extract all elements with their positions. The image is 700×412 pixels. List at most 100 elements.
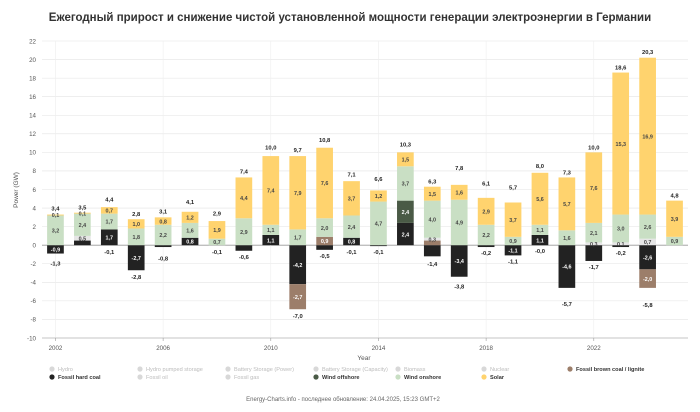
bar-solar[interactable] <box>397 152 414 167</box>
legend-swatch[interactable] <box>395 366 401 372</box>
bar-wind_onshore[interactable] <box>423 200 441 238</box>
bar-wind_onshore[interactable] <box>316 218 333 237</box>
legend-swatch[interactable] <box>49 374 55 380</box>
bar-solar[interactable] <box>423 186 441 201</box>
legend-label[interactable]: Solar <box>490 375 505 381</box>
bar-wind_onshore[interactable] <box>289 229 307 246</box>
bar-solar[interactable] <box>343 181 360 216</box>
bar-fossil_gas[interactable] <box>423 237 441 241</box>
bar-wind_onshore[interactable] <box>397 166 414 201</box>
bar-fossil_hard_coal[interactable] <box>558 245 576 288</box>
bar-wind_onshore[interactable] <box>531 224 549 235</box>
bar-solar[interactable] <box>612 72 630 215</box>
bar-fossil_gas[interactable] <box>639 238 656 246</box>
bar-wind_onshore[interactable] <box>585 222 603 243</box>
bars[interactable] <box>47 57 683 310</box>
bar-fossil_hard_coal[interactable] <box>74 240 91 246</box>
legend-swatch[interactable] <box>313 374 319 380</box>
bar-solar[interactable] <box>450 184 468 200</box>
bar-fossil_hard_coal[interactable] <box>639 245 656 270</box>
legend-label[interactable]: Battery Storage (Capacity) <box>322 367 388 373</box>
bar-wind_offshore[interactable] <box>397 200 414 223</box>
legend-swatch[interactable] <box>481 374 487 380</box>
bar-wind_onshore[interactable] <box>262 224 280 235</box>
bar-solar[interactable] <box>370 190 387 202</box>
bar-fossil_hard_coal[interactable] <box>181 237 199 246</box>
bar-fossil_hard_coal[interactable] <box>397 222 414 246</box>
bar-solar[interactable] <box>181 211 199 223</box>
legend-swatch[interactable] <box>567 366 573 372</box>
bar-wind_onshore[interactable] <box>100 213 118 230</box>
bar-solar[interactable] <box>262 156 280 225</box>
legend-swatch[interactable] <box>49 366 55 372</box>
legend-label[interactable]: Battery Storage (Power) <box>234 367 294 373</box>
bar-solar[interactable] <box>289 156 307 230</box>
bar-solar[interactable] <box>558 177 576 231</box>
bar-solar[interactable] <box>531 172 549 225</box>
legend-label[interactable]: Nuclear <box>490 367 509 373</box>
bar-fossil_hard_coal[interactable] <box>531 234 549 246</box>
bar-wind_onshore[interactable] <box>74 213 91 236</box>
bar-fossil_brown_coal[interactable] <box>639 269 656 288</box>
bar-wind_onshore[interactable] <box>666 236 683 246</box>
bar-fossil_hard_coal[interactable] <box>47 245 64 254</box>
bar-fossil_hard_coal[interactable] <box>585 245 603 261</box>
bar-wind_onshore[interactable] <box>477 224 495 246</box>
bar-solar[interactable] <box>316 147 333 219</box>
bar-wind_onshore[interactable] <box>558 230 576 246</box>
bar-wind_onshore[interactable] <box>370 201 387 246</box>
bar-fossil_hard_coal[interactable] <box>262 234 280 246</box>
bar-wind_onshore[interactable] <box>504 236 522 246</box>
legend-label[interactable]: Fossil hard coal <box>58 375 101 381</box>
bar-solar[interactable] <box>208 221 226 239</box>
bar-solar[interactable] <box>477 197 495 225</box>
legend-label[interactable]: Wind onshore <box>404 375 441 381</box>
legend-swatch[interactable] <box>225 374 231 380</box>
legend-swatch[interactable] <box>395 374 401 380</box>
bar-fossil_gas[interactable] <box>585 242 603 246</box>
bar-fossil_gas[interactable] <box>612 242 630 246</box>
bar-wind_onshore[interactable] <box>208 238 226 246</box>
bar-solar[interactable] <box>100 207 118 214</box>
legend-label[interactable]: Wind offshore <box>322 375 360 381</box>
bar-fossil_hard_coal[interactable] <box>370 245 387 247</box>
bar-fossil_hard_coal[interactable] <box>316 245 333 250</box>
legend-label[interactable]: Fossil oil <box>146 375 168 381</box>
bar-fossil_hard_coal[interactable] <box>343 237 360 246</box>
bar-fossil_hard_coal[interactable] <box>154 245 172 248</box>
legend-label[interactable]: Biomass <box>404 367 426 373</box>
bar-wind_onshore[interactable] <box>639 214 656 239</box>
legend-label[interactable]: Fossil gas <box>234 375 259 381</box>
bar-solar[interactable] <box>127 219 145 229</box>
bar-wind_onshore[interactable] <box>612 214 630 243</box>
bar-wind_onshore[interactable] <box>181 222 199 238</box>
legend-swatch[interactable] <box>225 366 231 372</box>
bar-solar[interactable] <box>585 152 603 223</box>
bar-fossil_hard_coal[interactable] <box>504 245 522 256</box>
legend-label[interactable]: Hydro pumped storage <box>146 367 203 373</box>
bar-solar[interactable] <box>47 214 64 216</box>
bar-solar[interactable] <box>74 212 91 214</box>
bar-wind_onshore[interactable] <box>47 215 64 246</box>
bar-wind_onshore[interactable] <box>343 215 360 238</box>
bar-fossil_hard_coal[interactable] <box>450 245 468 277</box>
legend[interactable]: Hydro Hydro pumped storage Battery Storage… <box>49 366 644 381</box>
bar-fossil_brown_coal[interactable] <box>289 284 307 310</box>
bar-wind_onshore[interactable] <box>235 218 253 246</box>
bar-fossil_brown_coal[interactable] <box>423 240 441 246</box>
bar-wind_onshore[interactable] <box>127 228 145 246</box>
legend-swatch[interactable] <box>481 366 487 372</box>
legend-label[interactable]: Fossil brown coal / lignite <box>576 367 644 373</box>
legend-swatch[interactable] <box>313 366 319 372</box>
bar-fossil_hard_coal[interactable] <box>477 245 495 248</box>
bar-solar[interactable] <box>154 217 172 225</box>
bar-solar[interactable] <box>235 177 253 219</box>
bar-wind_onshore[interactable] <box>450 199 468 246</box>
legend-swatch[interactable] <box>137 366 143 372</box>
bar-fossil_hard_coal[interactable] <box>612 245 630 248</box>
bar-fossil_hard_coal[interactable] <box>100 229 118 246</box>
bar-fossil_brown_coal[interactable] <box>316 236 333 246</box>
bar-solar[interactable] <box>666 200 683 237</box>
bar-solar[interactable] <box>504 202 522 237</box>
bar-fossil_hard_coal[interactable] <box>127 245 145 271</box>
